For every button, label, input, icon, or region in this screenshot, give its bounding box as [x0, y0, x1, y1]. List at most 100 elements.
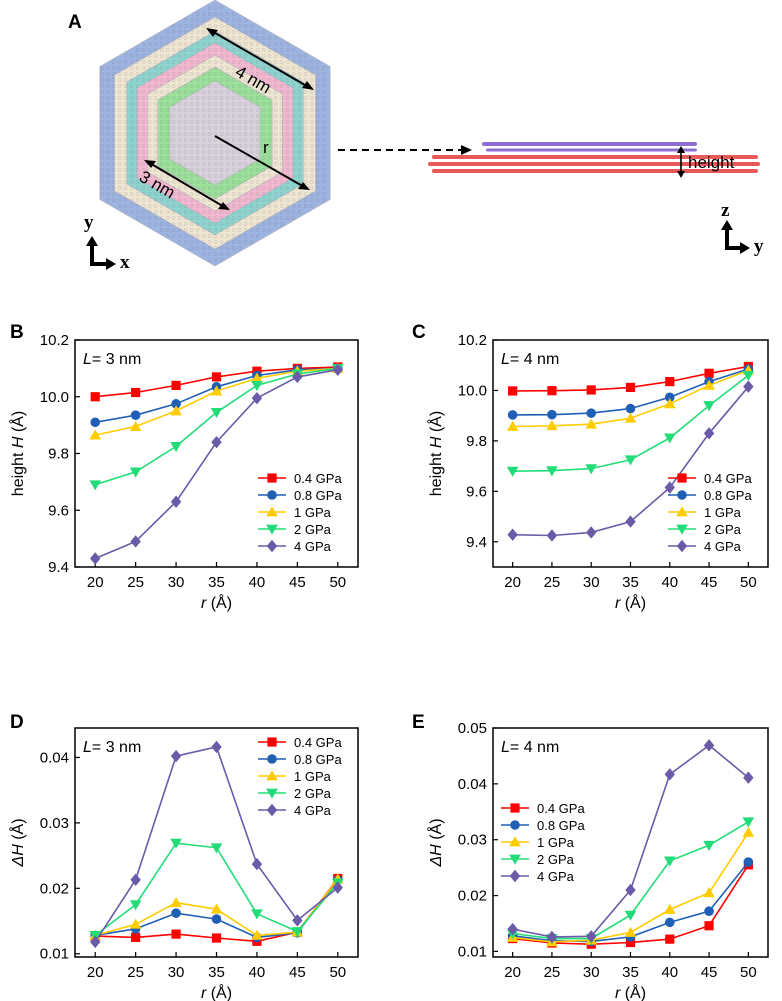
data-point [292, 914, 303, 927]
panel-label-a: A [68, 12, 82, 33]
legend-marker [509, 869, 521, 883]
data-point [743, 380, 754, 393]
panel-label-d: D [10, 712, 24, 733]
x-tick-label: 50 [740, 574, 757, 591]
legend-marker [676, 506, 688, 517]
chart-panel-c: 20 25 30 35 40 45 50 9.4 9.6 9.8 10.0 10.2 r (Å) heig… [426, 332, 769, 612]
data-point [547, 409, 557, 420]
legend-label: 1 GPa [294, 769, 332, 784]
legend-marker [266, 539, 278, 553]
schematic-panel-a: 4 nm 3 nm r height y x [84, 0, 764, 273]
x-tick-label: 30 [583, 964, 600, 981]
legend-label: 0.4 GPa [704, 471, 752, 486]
x-tick-label: 40 [661, 574, 678, 591]
data-point [171, 929, 181, 939]
data-point [546, 930, 558, 944]
data-point [703, 887, 715, 898]
data-point [90, 552, 101, 565]
legend-marker [510, 820, 520, 830]
data-point [586, 526, 597, 539]
data-point [129, 420, 142, 431]
data-point [131, 932, 141, 942]
layer-2 [432, 155, 758, 159]
x-tick-label: 50 [740, 964, 757, 981]
x-tick-label: 45 [701, 964, 718, 981]
x-tick-label: 40 [249, 964, 266, 981]
legend-label: 0.4 GPa [294, 735, 342, 750]
data-point [586, 930, 597, 943]
axes-icon-zy [721, 220, 750, 254]
axis-label-y-side: y [754, 236, 764, 257]
panel-label-b: B [10, 322, 24, 343]
data-point [90, 935, 101, 949]
panel-label-e: E [412, 712, 425, 733]
data-point [251, 929, 263, 940]
axis-label-x-top: x [120, 252, 130, 273]
data-point [131, 387, 141, 398]
data-point [586, 385, 596, 395]
data-point [546, 466, 558, 477]
data-point [211, 372, 222, 382]
length-annotation: L= 3 nm [83, 739, 141, 756]
label-r: r [263, 138, 269, 157]
dimension-arrow-3nm [144, 160, 230, 210]
x-tick-label: 20 [87, 964, 104, 981]
data-point [170, 896, 182, 908]
data-point [585, 464, 598, 475]
y-tick-label: 9.6 [48, 502, 69, 519]
data-point [170, 749, 182, 763]
chart-panel-e: 20 25 30 35 40 45 50 0.01 0.02 0.03 0.04 0.05 r (Å) Δ… [426, 720, 769, 1001]
legend: 0.4 GPa 0.8 GPa 1 GPa 2 GPa 4 GPa [668, 471, 752, 554]
data-point [703, 840, 715, 851]
data-point [210, 843, 223, 854]
data-point [506, 420, 519, 431]
y-tick-label: 0.05 [458, 720, 487, 737]
data-point [89, 480, 102, 491]
legend-marker [676, 539, 688, 553]
data-point [547, 386, 557, 396]
data-point [663, 856, 676, 867]
data-point [624, 412, 637, 423]
panel-label-c: C [412, 322, 426, 343]
data-point [742, 826, 755, 837]
data-point [210, 407, 223, 419]
x-tick-label: 20 [87, 574, 104, 591]
legend-label: 0.4 GPa [537, 801, 585, 816]
legend-label: 1 GPa [537, 835, 575, 850]
x-tick-label: 45 [289, 574, 306, 591]
x-tick-label: 40 [249, 574, 266, 591]
x-tick-label: 25 [127, 574, 144, 591]
data-point [625, 382, 636, 393]
data-point [704, 368, 714, 378]
axes-icon-xy [86, 236, 116, 270]
data-point [507, 528, 518, 541]
x-tick-label: 50 [329, 964, 346, 981]
data-point [546, 420, 558, 431]
y-axis-label: ΔH (Å) [8, 818, 27, 867]
x-tick-label: 30 [168, 574, 185, 591]
data-point [89, 429, 102, 440]
height-arrow [677, 146, 685, 178]
label-height: height [688, 153, 735, 172]
x-tick-label: 25 [544, 964, 561, 981]
data-point [210, 903, 223, 914]
data-point [742, 817, 755, 828]
dashed-arrow [338, 145, 472, 155]
data-point [665, 934, 675, 944]
hexagonal-flake [99, 0, 331, 267]
plot-frame [492, 727, 769, 958]
legend-label: 4 GPa [537, 869, 575, 884]
data-point [663, 433, 676, 444]
legend: 0.4 GPa 0.8 GPa 1 GPa 2 GPa 4 GPa [258, 735, 342, 818]
legend-marker [267, 737, 277, 747]
data-point [171, 380, 181, 390]
x-tick-label: 35 [208, 574, 225, 591]
data-point [211, 435, 222, 449]
y-tick-label: 0.02 [40, 880, 69, 897]
data-point [507, 410, 518, 420]
legend-label: 1 GPa [704, 505, 742, 520]
legend-label: 0.4 GPa [294, 471, 342, 486]
data-point [251, 372, 263, 383]
data-point [663, 903, 676, 914]
data-point [90, 417, 101, 428]
